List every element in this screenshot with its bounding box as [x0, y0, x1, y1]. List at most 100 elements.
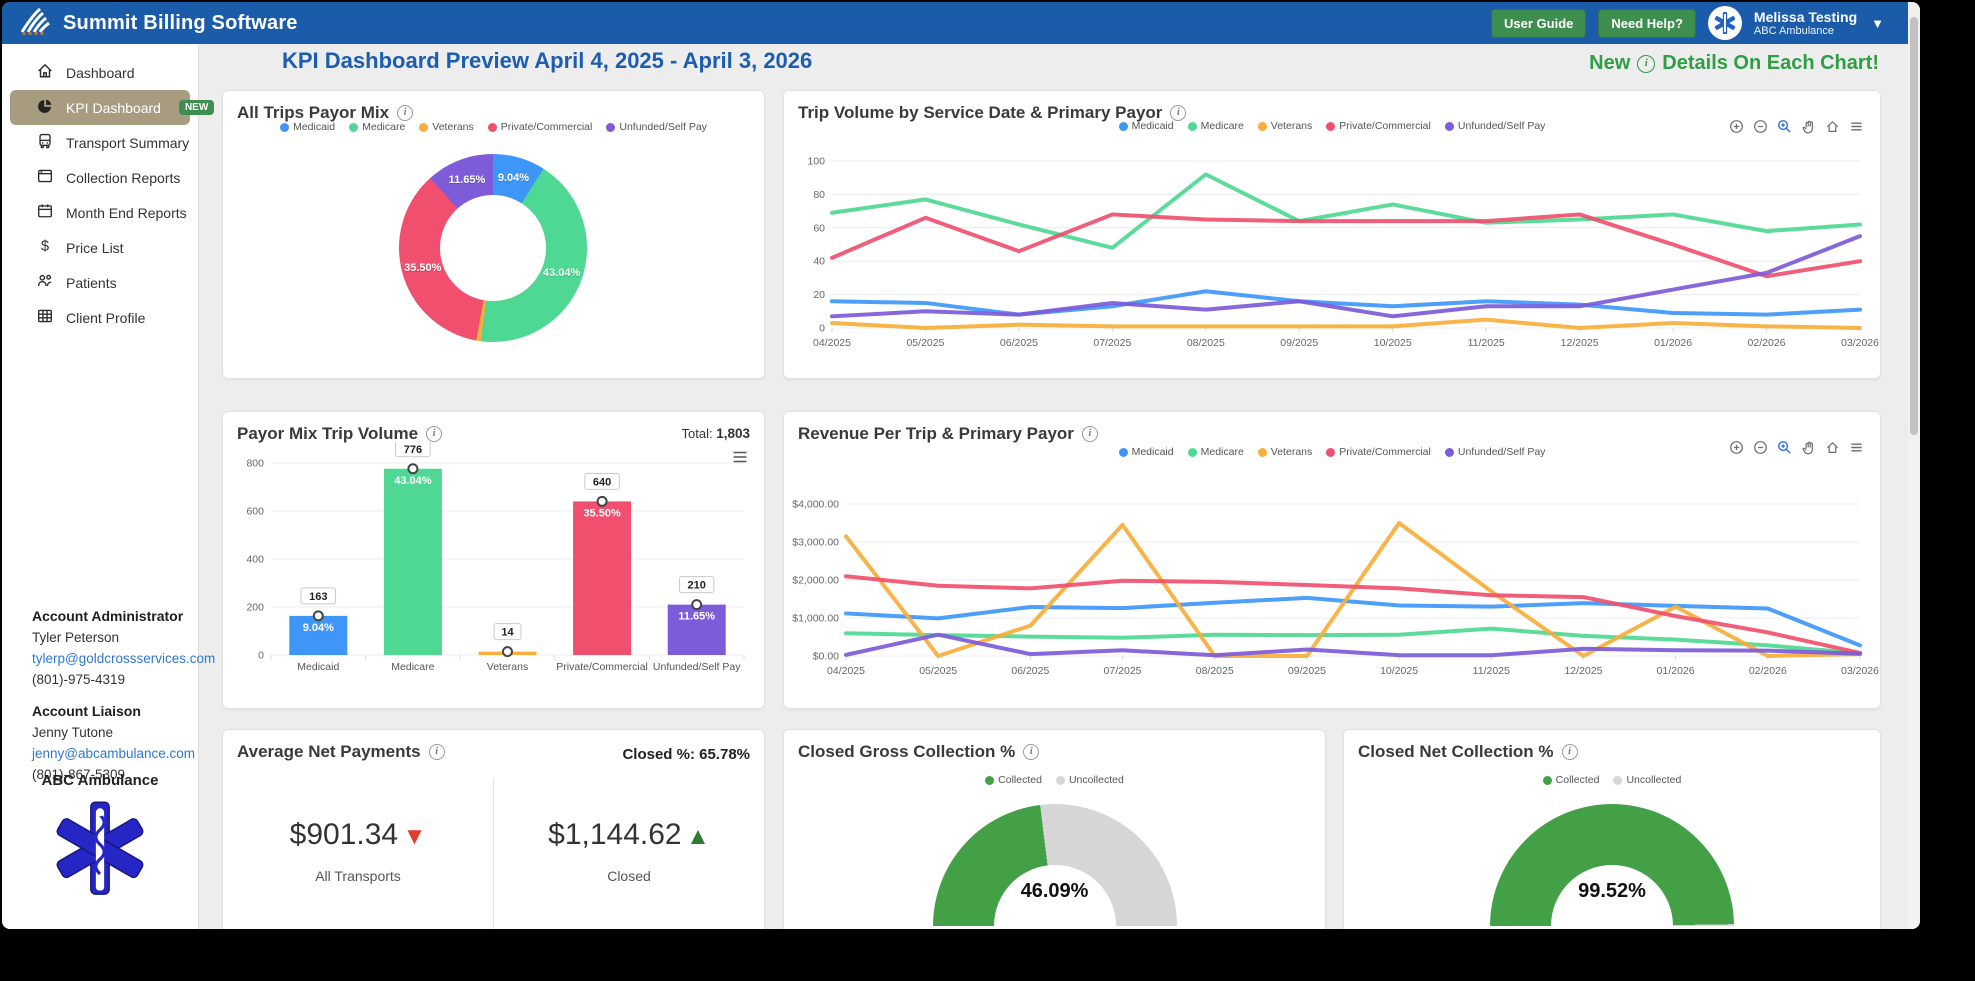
- svg-text:08/2025: 08/2025: [1196, 665, 1234, 677]
- legend-item[interactable]: Unfunded/Self Pay: [1444, 446, 1545, 458]
- svg-text:$4,000.00: $4,000.00: [792, 499, 839, 511]
- card-trip-volume: Trip Volume by Service Date & Primary Pa…: [783, 90, 1881, 379]
- svg-text:09/2025: 09/2025: [1280, 337, 1318, 349]
- sidebar-item-patients[interactable]: Patients: [10, 265, 190, 300]
- legend-item[interactable]: Unfunded/Self Pay: [1444, 120, 1545, 132]
- legend-item[interactable]: Medicare: [1187, 446, 1244, 458]
- user-guide-button[interactable]: User Guide: [1491, 8, 1587, 38]
- sidebar-item-price-list[interactable]: $ Price List: [10, 230, 190, 265]
- info-icon[interactable]: i: [1023, 744, 1040, 760]
- sidebar-item-month-end-reports[interactable]: Month End Reports: [10, 195, 190, 230]
- divider: [493, 778, 494, 929]
- account-admin-name: Tyler Peterson: [32, 630, 120, 645]
- main-content: KPI Dashboard Preview April 4, 2025 - Ap…: [198, 44, 1908, 929]
- account-admin-email-link[interactable]: tylerp@goldcrossservices.com: [32, 651, 216, 666]
- svg-text:05/2025: 05/2025: [906, 337, 944, 349]
- pan-icon[interactable]: [1801, 119, 1816, 134]
- account-admin-phone: (801)-975-4319: [32, 672, 126, 687]
- info-icon[interactable]: i: [428, 744, 445, 760]
- svg-text:200: 200: [246, 602, 264, 614]
- legend-item[interactable]: Medicare: [349, 121, 405, 133]
- legend-item[interactable]: Medicaid: [1118, 446, 1174, 458]
- sidebar-item-label: Month End Reports: [66, 204, 187, 221]
- info-icon[interactable]: i: [426, 426, 443, 442]
- sidebar-item-kpi-dashboard[interactable]: KPI Dashboard NEW: [10, 90, 215, 125]
- legend-item[interactable]: Private/Commercial: [487, 121, 592, 133]
- svg-text:$0.00: $0.00: [813, 651, 839, 663]
- gauge-chart: [932, 804, 1177, 929]
- card-all-trips-payor-mix: All Trips Payor Mix i Medicaid Medicare Vet…: [222, 90, 765, 379]
- info-icon[interactable]: i: [1637, 54, 1656, 73]
- menu-icon[interactable]: [732, 450, 748, 469]
- svg-text:776: 776: [404, 444, 422, 456]
- svg-text:01/2026: 01/2026: [1657, 665, 1695, 677]
- legend-item[interactable]: Collected: [1542, 774, 1599, 786]
- donut-chart: 9.04% 43.04% 35.50% 11.65%: [399, 154, 587, 342]
- new-badge: NEW: [178, 100, 215, 115]
- menu-icon[interactable]: [1849, 119, 1864, 134]
- user-menu[interactable]: Melissa Testing ABC Ambulance: [1754, 9, 1857, 38]
- legend-item[interactable]: Unfunded/Self Pay: [606, 121, 707, 133]
- legend-item[interactable]: Medicaid: [1118, 120, 1174, 132]
- svg-text:Medicaid: Medicaid: [297, 661, 339, 673]
- sidebar-item-transport-summary[interactable]: Transport Summary: [10, 125, 190, 160]
- chart-legend: Collected Uncollected: [784, 774, 1325, 786]
- svg-text:43.04%: 43.04%: [394, 475, 432, 487]
- svg-text:06/2025: 06/2025: [1000, 337, 1038, 349]
- legend-item[interactable]: Uncollected: [1055, 774, 1124, 786]
- sidebar-item-client-profile[interactable]: Client Profile: [10, 300, 190, 335]
- legend-item[interactable]: Medicaid: [280, 121, 335, 133]
- pan-icon[interactable]: [1801, 440, 1816, 455]
- legend-item[interactable]: Medicare: [1187, 120, 1244, 132]
- sidebar-item-collection-reports[interactable]: Collection Reports: [10, 160, 190, 195]
- svg-text:Private/Commercial: Private/Commercial: [556, 661, 648, 673]
- menu-icon[interactable]: [1849, 440, 1864, 455]
- info-icon[interactable]: i: [397, 105, 414, 121]
- svg-text:12/2025: 12/2025: [1564, 665, 1602, 677]
- slice-label: 11.65%: [448, 173, 486, 186]
- legend-item[interactable]: Veterans: [419, 121, 474, 133]
- legend-item[interactable]: Private/Commercial: [1326, 446, 1431, 458]
- page-title: KPI Dashboard Preview April 4, 2025 - Ap…: [282, 48, 813, 73]
- info-icon[interactable]: i: [1561, 744, 1578, 760]
- home-reset-icon[interactable]: [1825, 440, 1840, 455]
- window-icon: [36, 167, 54, 188]
- zoom-out-icon[interactable]: [1753, 440, 1768, 455]
- card-revenue-per-trip: Revenue Per Trip & Primary Payor i Medica…: [783, 411, 1881, 709]
- legend-item[interactable]: Uncollected: [1613, 774, 1681, 786]
- zoom-in-icon[interactable]: [1729, 119, 1744, 134]
- zoom-in-icon[interactable]: [1729, 440, 1744, 455]
- legend-item[interactable]: Veterans: [1257, 446, 1312, 458]
- scrollbar-thumb[interactable]: [1910, 17, 1918, 435]
- calendar-icon: [36, 202, 54, 223]
- legend-item[interactable]: Collected: [985, 774, 1042, 786]
- svg-text:9.04%: 9.04%: [303, 622, 334, 634]
- home-reset-icon[interactable]: [1825, 119, 1840, 134]
- selection-zoom-icon[interactable]: [1777, 440, 1792, 455]
- svg-text:02/2026: 02/2026: [1749, 665, 1787, 677]
- selection-zoom-icon[interactable]: [1777, 119, 1792, 134]
- need-help-button[interactable]: Need Help?: [1598, 8, 1696, 38]
- legend-item[interactable]: Veterans: [1257, 120, 1312, 132]
- svg-text:163: 163: [309, 591, 327, 603]
- account-liaison-email-link[interactable]: jenny@abcambulance.com: [32, 746, 196, 761]
- sidebar-item-label: Collection Reports: [66, 169, 181, 186]
- svg-text:100: 100: [807, 156, 825, 168]
- chart-title: Trip Volume by Service Date & Primary Pa…: [798, 103, 1163, 122]
- chart-toolbar: [1729, 440, 1864, 455]
- user-menu-caret-icon[interactable]: ▼: [1871, 15, 1884, 31]
- svg-text:$3,000.00: $3,000.00: [792, 537, 839, 549]
- legend-item[interactable]: Private/Commercial: [1326, 120, 1431, 132]
- svg-text:Veterans: Veterans: [487, 661, 528, 673]
- account-liaison-phone: (801)-867-5309: [32, 767, 126, 782]
- org-name: ABC Ambulance: [41, 772, 159, 789]
- svg-text:Medicare: Medicare: [391, 661, 434, 673]
- scrollbar-track[interactable]: [1908, 2, 1920, 929]
- star-of-life-avatar[interactable]: [1707, 6, 1742, 40]
- info-icon[interactable]: i: [1170, 105, 1187, 121]
- zoom-out-icon[interactable]: [1753, 119, 1768, 134]
- info-icon[interactable]: i: [1081, 426, 1098, 442]
- sidebar-item-dashboard[interactable]: Dashboard: [10, 55, 190, 90]
- svg-text:400: 400: [246, 554, 264, 566]
